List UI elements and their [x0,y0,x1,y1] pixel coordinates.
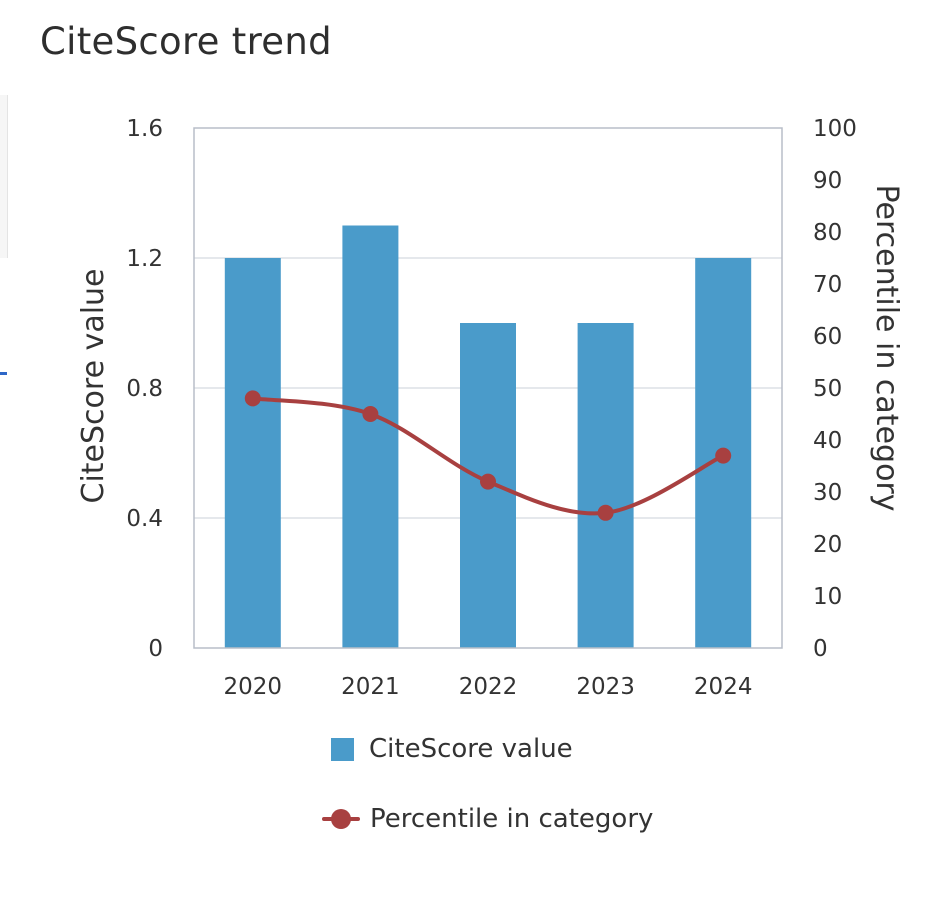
right-tick-label: 80 [813,220,842,246]
bar-2021 [342,225,399,648]
bar-series [224,225,752,648]
line-series [244,390,732,521]
right-axis-title: Percentile in category [869,184,904,511]
percentile-point-2024 [715,447,732,464]
right-axis-ticks: 0 10 20 30 40 50 60 70 80 90 100 [813,116,857,662]
legend-item-citescore: CiteScore value [331,734,573,764]
legend-label-percentile: Percentile in category [370,804,654,834]
left-axis-ticks: 0 0.4 0.8 1.2 1.6 [126,116,163,662]
bar-2023 [577,323,634,648]
x-tick-label: 2024 [694,674,753,700]
side-panel-accent [0,372,7,375]
left-axis-title: CiteScore value [76,268,111,503]
right-tick-label: 50 [813,376,842,402]
legend-item-percentile: Percentile in category [322,804,653,834]
x-tick-label: 2022 [459,674,518,700]
x-axis-ticks: 2020 2021 2022 2023 2024 [224,674,753,700]
left-tick-label: 0 [148,636,163,662]
legend-label-citescore: CiteScore value [369,734,573,764]
right-tick-label: 30 [813,480,842,506]
right-tick-label: 90 [813,168,842,194]
legend-bar-swatch [331,737,354,761]
side-panel-edge [0,95,8,258]
percentile-point-2020 [244,390,261,407]
right-tick-label: 0 [813,636,828,662]
left-tick-label: 1.6 [126,116,163,142]
x-tick-label: 2021 [341,674,400,700]
x-tick-label: 2023 [576,674,635,700]
right-tick-label: 60 [813,324,842,350]
left-tick-label: 1.2 [126,246,163,272]
right-tick-label: 70 [813,272,842,298]
percentile-point-2023 [597,504,614,521]
plot-area-frame [193,127,783,649]
bar-2020 [224,258,281,648]
x-tick-label: 2020 [224,674,283,700]
left-tick-label: 0.8 [126,376,163,402]
right-tick-label: 40 [813,428,842,454]
page-title: CiteScore trend [40,20,332,63]
right-tick-label: 10 [813,584,842,610]
percentile-point-2022 [480,473,496,490]
legend-line-swatch [322,807,360,831]
right-tick-label: 100 [813,116,857,142]
left-tick-label: 0.4 [126,506,163,532]
percentile-point-2021 [362,406,379,422]
right-tick-label: 20 [813,532,842,558]
